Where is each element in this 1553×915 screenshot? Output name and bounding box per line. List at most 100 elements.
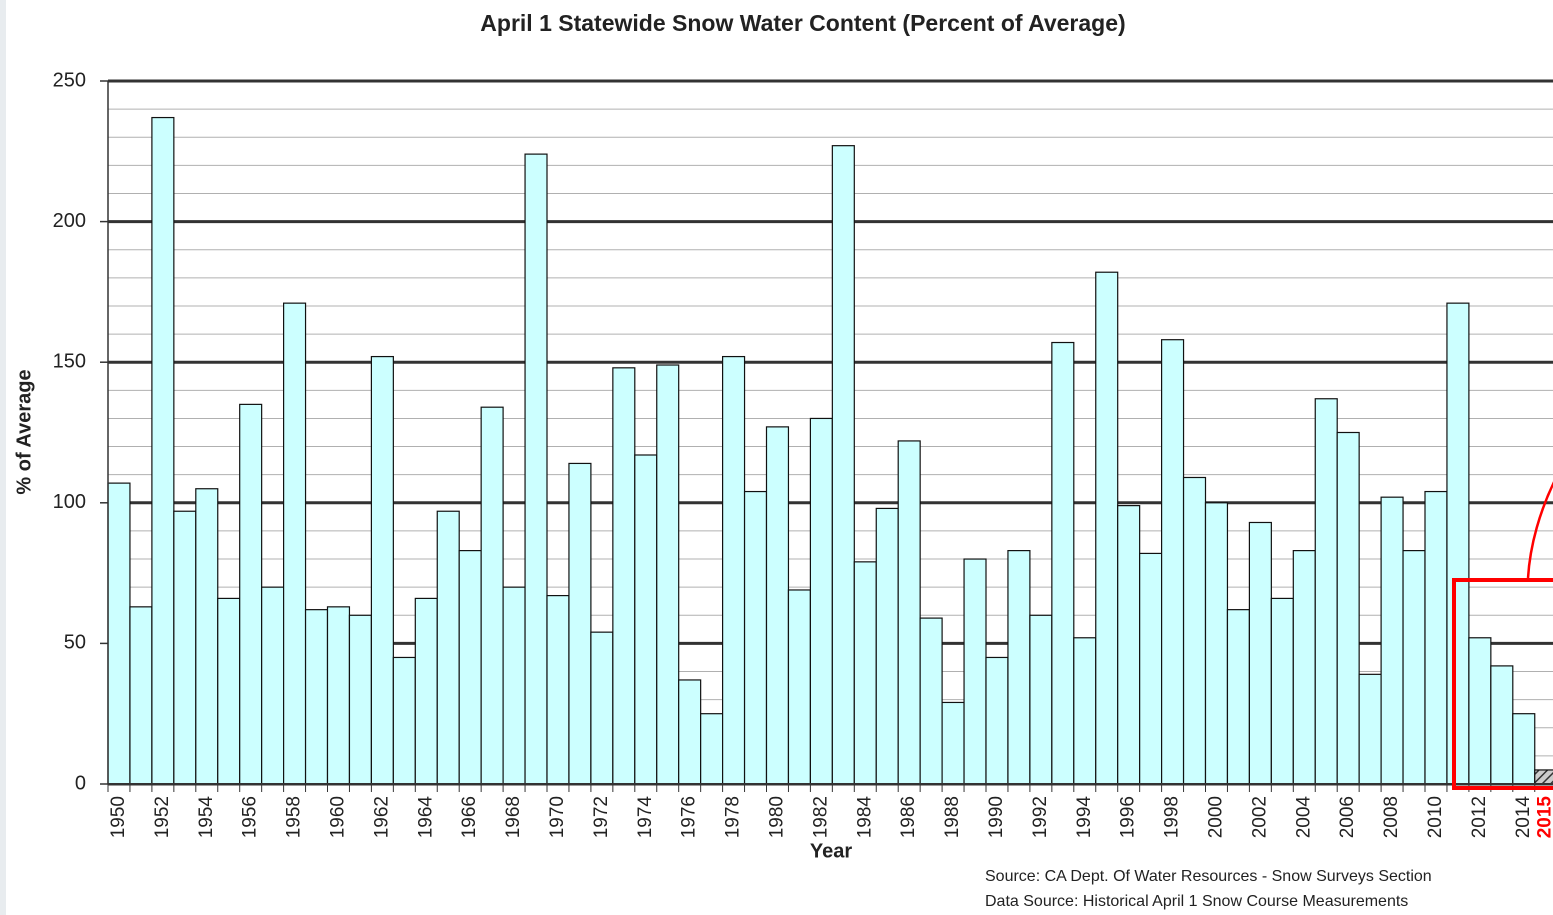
bar	[612, 367, 636, 785]
x-tick-label: 1956	[240, 796, 261, 838]
highlight-box	[1452, 578, 1553, 790]
chart-title: April 1 Statewide Snow Water Content (Pe…	[480, 10, 1125, 36]
bar	[1402, 550, 1426, 785]
x-tick-label: 2012	[1469, 796, 1490, 838]
x-tick-label: 2004	[1293, 796, 1314, 839]
bar	[1007, 550, 1031, 785]
x-tick-label: 1964	[415, 796, 436, 839]
bar	[524, 153, 548, 785]
x-tick-label: 1998	[1162, 796, 1183, 838]
plot-area: 0 50 100 150 200 250 1950 1952 1954 1956 1958 1960 1…	[53, 69, 1553, 838]
x-tick-label: 1992	[1030, 796, 1051, 838]
bar	[436, 510, 460, 785]
bar	[1029, 614, 1053, 785]
bar	[787, 589, 812, 785]
bar	[129, 606, 153, 785]
bar	[107, 482, 131, 785]
bar	[414, 597, 438, 785]
x-tick-label: 2014	[1513, 796, 1534, 839]
bar	[1314, 398, 1338, 785]
bar	[1160, 339, 1185, 785]
callout-curve	[1526, 481, 1553, 579]
bar	[853, 561, 877, 785]
y-axis-title: % of Average	[13, 369, 35, 494]
x-tick-label: 1958	[284, 796, 305, 838]
bar	[1226, 609, 1250, 785]
y-tick-label: 200	[53, 210, 86, 232]
annotation	[1452, 481, 1553, 790]
bar	[1073, 637, 1097, 785]
bar	[261, 586, 285, 785]
x-tick-label: 1980	[766, 796, 787, 838]
bar	[1095, 271, 1119, 785]
x-tick-label: 1968	[503, 796, 524, 838]
bar	[765, 426, 790, 785]
bar	[195, 488, 219, 785]
bar	[1248, 521, 1272, 785]
bar	[743, 490, 768, 785]
bar	[919, 617, 943, 785]
x-tick-label: 1978	[723, 796, 744, 838]
x-tick-label: 1954	[196, 796, 217, 839]
bar	[1336, 431, 1360, 785]
bar	[678, 679, 702, 785]
bar	[1380, 496, 1404, 785]
bar	[283, 302, 307, 785]
x-tick-label: 1966	[459, 796, 480, 838]
bar	[1358, 673, 1382, 785]
bar	[151, 116, 175, 785]
y-tick-label: 100	[53, 491, 86, 513]
bar	[1117, 505, 1141, 785]
bar	[831, 145, 855, 785]
x-tick-label: 1994	[1074, 796, 1095, 839]
x-tick-label: 1976	[679, 796, 700, 838]
bar	[1051, 341, 1075, 785]
bar	[392, 656, 416, 785]
bar	[1204, 502, 1229, 785]
x-tick-label: 1974	[635, 796, 656, 839]
x-tick-label: 1988	[942, 796, 963, 838]
x-tick-label: 1990	[986, 796, 1007, 838]
bar	[304, 609, 329, 785]
bar	[1534, 769, 1553, 785]
bar	[700, 713, 724, 785]
x-tick-label: 2000	[1205, 796, 1226, 838]
bar	[502, 586, 526, 785]
source-line: Source: CA Dept. Of Water Resources - Sn…	[985, 868, 1432, 885]
x-tick-label: 1982	[810, 796, 831, 838]
bar	[480, 406, 504, 785]
bar	[326, 606, 351, 785]
bar	[546, 594, 570, 785]
y-tick-label: 250	[53, 69, 86, 91]
y-tick-label: 50	[64, 632, 86, 654]
bar	[1182, 476, 1207, 785]
source-line: Data Source: Historical April 1 Snow Cou…	[985, 893, 1408, 910]
bar	[458, 550, 482, 785]
bar	[875, 507, 899, 785]
x-tick-label: 2015	[1535, 796, 1553, 839]
bar	[1139, 552, 1163, 785]
bar	[217, 597, 241, 785]
y-tick-label: 0	[75, 772, 86, 794]
bar	[897, 440, 921, 785]
x-axis-title: Year	[810, 840, 852, 862]
bar	[370, 355, 394, 785]
bar	[568, 462, 592, 785]
x-tick-label: 1972	[591, 796, 612, 838]
x-tick-label: 2010	[1425, 796, 1446, 838]
bar	[348, 614, 373, 785]
bar	[809, 417, 833, 785]
bar	[590, 631, 614, 785]
bar	[1512, 713, 1536, 785]
x-tick-label: 1996	[1118, 796, 1139, 838]
x-tick-label: 1952	[152, 796, 173, 838]
bar	[1446, 302, 1470, 785]
x-tick-label: 2008	[1381, 796, 1402, 838]
bar	[963, 558, 987, 785]
bar	[985, 656, 1009, 785]
bar	[1270, 597, 1294, 785]
bar	[1490, 665, 1514, 785]
bar	[656, 364, 680, 785]
x-tick-label: 1950	[108, 796, 129, 838]
